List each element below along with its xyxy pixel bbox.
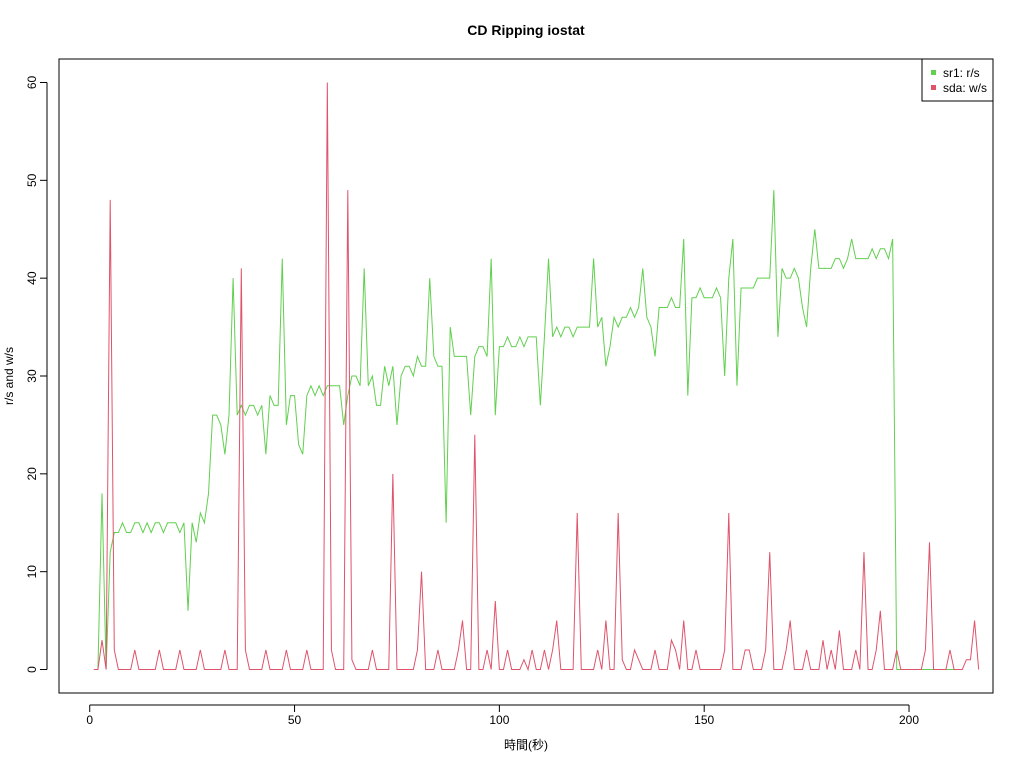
- x-tick-label: 100: [489, 713, 509, 727]
- legend-box: [921, 58, 994, 102]
- y-tick-label: 50: [25, 173, 39, 187]
- y-tick-label: 40: [25, 271, 39, 285]
- chart-title: CD Ripping iostat: [467, 22, 585, 38]
- y-tick-label: 30: [25, 369, 39, 383]
- legend-label: sda: w/s: [943, 81, 987, 95]
- y-tick-label: 60: [25, 75, 39, 89]
- x-tick-label: 0: [86, 713, 93, 727]
- y-axis-label: r/s and w/s: [2, 347, 16, 405]
- legend-label: sr1: r/s: [943, 66, 980, 80]
- y-tick-label: 20: [25, 467, 39, 481]
- x-axis-label: 時間(秒): [504, 738, 548, 752]
- legend-swatch: [931, 70, 936, 75]
- series-line-sr1: [93, 190, 955, 671]
- x-tick-label: 150: [694, 713, 714, 727]
- y-tick-label: 0: [25, 666, 39, 673]
- legend-swatch: [931, 85, 936, 90]
- y-tick-label: 10: [25, 565, 39, 579]
- x-tick-label: 50: [288, 713, 302, 727]
- plot-frame: [58, 58, 994, 694]
- x-tick-label: 200: [899, 713, 919, 727]
- series-line-sda: [93, 82, 980, 672]
